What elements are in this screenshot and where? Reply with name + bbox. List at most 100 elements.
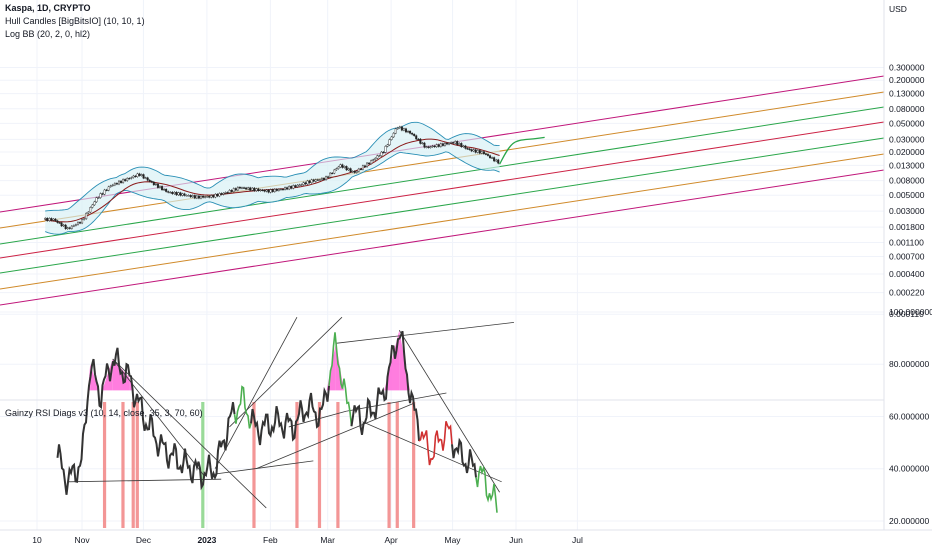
rsi-tick-label: 60.000000 [889, 411, 929, 421]
rsi-trend-line [112, 358, 206, 477]
price-tick-label: 0.300000 [889, 63, 925, 73]
candle-body [374, 157, 377, 160]
candle-body [363, 165, 366, 168]
rsi-trend-line [255, 403, 414, 470]
candle-body [380, 151, 383, 156]
candle-body [277, 189, 280, 191]
price-tick-label: 0.000220 [889, 288, 925, 298]
candle-body [156, 183, 159, 188]
candle-body [232, 188, 235, 192]
candle-body [99, 193, 102, 198]
candle-body [431, 145, 434, 148]
rsi-line-segment [451, 437, 477, 478]
candle-body [263, 190, 266, 192]
candle-body [234, 188, 237, 191]
candle-body [230, 190, 233, 192]
candle-body [464, 145, 467, 149]
price-tick-label: 0.020000 [889, 147, 925, 157]
candle-body [191, 195, 194, 198]
time-tick-label: Nov [74, 535, 90, 545]
candle-body [390, 136, 393, 140]
candle-body [394, 128, 397, 134]
candle-body [247, 187, 250, 190]
rsi-line-segment [475, 465, 498, 513]
candle-body [210, 195, 213, 198]
bollinger-upper-band [45, 121, 500, 212]
candle-body [216, 193, 219, 197]
candle-body [302, 182, 305, 185]
candle-body [462, 145, 465, 148]
candle-body [294, 185, 297, 188]
rsi-legend: Gainzy RSI Diags v3 (10, 14, close, 35, … [5, 407, 203, 420]
candle-body [238, 187, 241, 189]
time-tick-label: Mar [320, 535, 335, 545]
price-pane[interactable] [0, 75, 885, 306]
candle-body [456, 141, 459, 145]
price-tick-label: 0.005000 [889, 190, 925, 200]
time-axis[interactable]: 10 Nov Dec 2023 Feb Mar Apr May Jun Jul [0, 529, 932, 545]
time-tick-label: Jun [509, 535, 523, 545]
rsi-pane[interactable] [56, 316, 514, 528]
rsi-trend-line [229, 316, 343, 428]
candle-body [482, 151, 485, 154]
candle-body [60, 222, 63, 227]
candle-body [370, 160, 373, 164]
candle-body [478, 150, 481, 154]
candle-body [476, 150, 479, 153]
price-tick-label: 0.130000 [889, 89, 925, 99]
price-axis[interactable]: USD 0.300000 0.200000 0.130000 0.080000 0.05… [883, 0, 925, 530]
candle-body [355, 171, 358, 173]
time-tick-label: Dec [136, 535, 152, 545]
rsi-tick-label: 100.000000 [889, 307, 932, 317]
bb-indicator-label[interactable]: Log BB (20, 2, 0, hl2) [5, 29, 91, 39]
candle-body [415, 135, 418, 140]
rsi-axis[interactable]: 100.000000 80.000000 60.000000 40.000000 20.… [883, 307, 932, 530]
candle-body [413, 134, 416, 136]
candle-body [93, 201, 96, 206]
candle-body [357, 168, 360, 172]
candle-body [310, 179, 313, 183]
rsi-trend-line [112, 358, 267, 509]
rsi-tick-label: 40.000000 [889, 464, 929, 474]
candle-body [101, 193, 104, 195]
price-tick-label: 0.000110 [889, 309, 924, 319]
candle-body [169, 191, 172, 194]
candle-body [56, 220, 59, 223]
rsi-tick-label: 20.000000 [889, 516, 929, 526]
candle-body [441, 143, 444, 146]
candle-body [331, 172, 334, 175]
candle-body [103, 189, 106, 195]
candle-body [292, 185, 295, 189]
candle-body [419, 138, 422, 144]
red-signal-bar [317, 402, 322, 528]
candle-body [353, 171, 356, 173]
candle-body [66, 227, 69, 230]
hull-indicator-label[interactable]: Hull Candles [BigBitsIO] (10, 10, 1) [5, 16, 145, 26]
candle-body [271, 189, 274, 192]
price-tick-label: 0.001100 [889, 237, 924, 247]
candle-body [181, 193, 184, 196]
candle-body [197, 195, 200, 199]
candle-body [329, 172, 332, 178]
symbol-title[interactable]: Kaspa, 1D, CRYPTO [5, 3, 91, 13]
candle-body [68, 227, 71, 229]
candle-body [425, 146, 428, 148]
candle-body [407, 131, 410, 133]
candle-body [347, 168, 350, 171]
candle-body [314, 179, 317, 182]
rsi-indicator-label[interactable]: Gainzy RSI Diags v3 (10, 14, close, 35, … [5, 408, 203, 418]
candle-body [64, 224, 67, 230]
price-tick-label: 0.080000 [889, 104, 925, 114]
red-signal-bar [121, 402, 125, 528]
candle-body [322, 178, 325, 180]
candle-body [140, 174, 143, 176]
candle-body [386, 144, 389, 147]
candle-body [337, 166, 340, 169]
candle-body [409, 131, 412, 134]
candle-body [154, 183, 157, 186]
candle-body [91, 204, 94, 208]
candle-body [376, 155, 379, 159]
candle-body [161, 186, 164, 191]
candle-body [435, 144, 438, 148]
